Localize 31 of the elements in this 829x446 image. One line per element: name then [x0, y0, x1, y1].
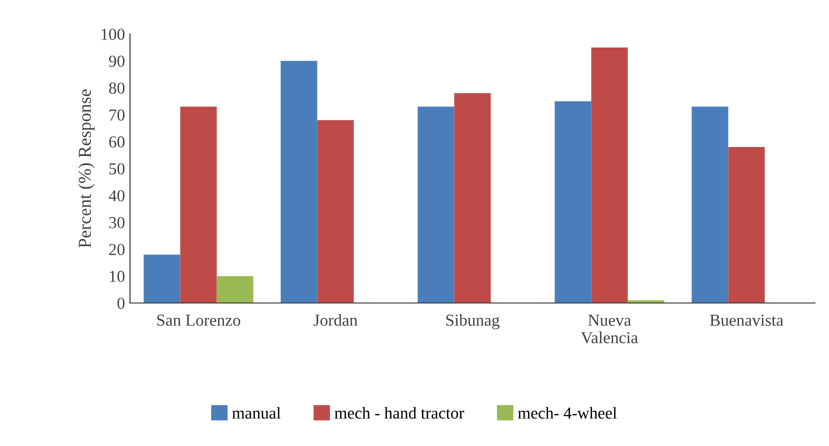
legend-label: mech - hand tractor	[334, 406, 464, 419]
y-tick-label: 100	[102, 28, 125, 40]
y-tick-label: 60	[109, 136, 125, 148]
bar	[418, 106, 454, 303]
x-tick-label: Jordan	[314, 314, 358, 326]
legend-label: mech- 4-wheel	[518, 406, 617, 419]
y-tick-label: 20	[109, 244, 125, 256]
x-tick-label: Sibunag	[446, 314, 500, 330]
bar	[180, 106, 217, 303]
bar	[280, 60, 318, 303]
y-tick-label: 40	[108, 190, 125, 202]
bar	[554, 101, 592, 303]
bar	[454, 93, 491, 303]
y-tick-label: 0	[117, 298, 125, 309]
y-tick-label: 30	[109, 217, 125, 228]
x-tick-label: San Lorenzo	[157, 314, 240, 326]
bar	[144, 254, 180, 303]
legend-label: manual	[232, 406, 281, 419]
y-tick-label: 80	[109, 82, 125, 94]
y-tick-label: 70	[110, 109, 125, 121]
bar	[728, 146, 765, 303]
bar	[692, 106, 728, 303]
x-tick-label: Nueva Valencia	[581, 314, 638, 344]
y-tick-label: 10	[110, 270, 125, 282]
bar	[591, 47, 628, 303]
y-axis-title: Percent (%) Response	[78, 89, 95, 248]
y-tick-label: 90	[109, 56, 125, 67]
x-tick-label: Buenavista	[710, 314, 784, 326]
bar	[216, 276, 254, 303]
bar	[317, 120, 354, 303]
y-tick-label: 50	[109, 163, 125, 174]
